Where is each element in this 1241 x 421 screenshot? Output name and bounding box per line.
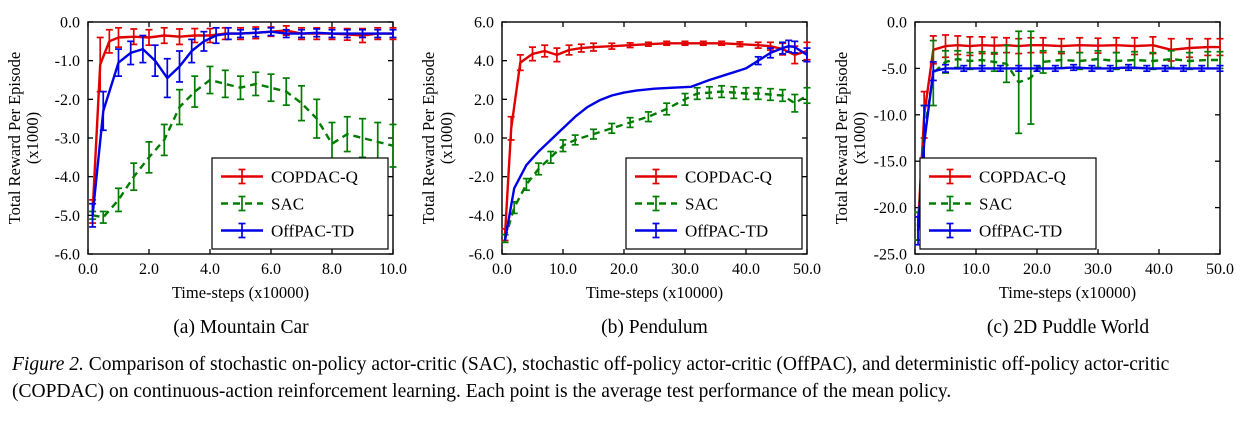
puddle-world-chart: 0.0 10.0 20.0 30.0 40.0 50.0 0.0 -5.0 -10.0 -15.0… — [832, 15, 1234, 303]
svg-text:-15.0: -15.0 — [874, 154, 907, 171]
svg-text:2.0: 2.0 — [474, 92, 494, 109]
svg-text:Total Reward Per Episode: Total Reward Per Episode — [5, 52, 24, 225]
svg-text:Total Reward Per Episode: Total Reward Per Episode — [832, 52, 851, 225]
pendulum-chart: 0.0 10.0 20.0 30.0 40.0 50.0 6.0 4.0 2.0 0.0 -2.0 -… — [419, 15, 821, 303]
svg-text:-4.0: -4.0 — [55, 169, 80, 186]
svg-text:0.0: 0.0 — [474, 131, 494, 148]
svg-text:(x1000): (x1000) — [850, 112, 869, 164]
svg-text:10.0: 10.0 — [962, 261, 990, 278]
svg-text:4.0: 4.0 — [200, 261, 220, 278]
svg-text:30.0: 30.0 — [671, 261, 699, 278]
svg-text:COPDAC-Q: COPDAC-Q — [685, 168, 772, 187]
svg-text:-5.0: -5.0 — [55, 208, 80, 225]
svg-text:-3.0: -3.0 — [55, 131, 80, 148]
panel-puddle-world: 0.0 10.0 20.0 30.0 40.0 50.0 0.0 -5.0 -10.0 -15.0… — [831, 12, 1237, 339]
svg-text:20.0: 20.0 — [610, 261, 638, 278]
svg-text:8.0: 8.0 — [322, 261, 342, 278]
svg-text:-25.0: -25.0 — [874, 247, 907, 264]
figure-2: 0.0 2.0 4.0 6.0 8.0 10.0 0.0 -1.0 -2.0 -3.0 -4.0 -5… — [2, 12, 1239, 404]
svg-text:40.0: 40.0 — [1145, 261, 1173, 278]
figure-caption-text: Comparison of stochastic on-policy actor… — [12, 354, 1170, 402]
figure-caption: Figure 2. Comparison of stochastic on-po… — [12, 352, 1227, 404]
svg-text:-6.0: -6.0 — [468, 247, 493, 264]
svg-text:6.0: 6.0 — [261, 261, 281, 278]
svg-text:-5.0: -5.0 — [882, 61, 907, 78]
svg-text:-2.0: -2.0 — [55, 92, 80, 109]
svg-text:-6.0: -6.0 — [55, 247, 80, 264]
svg-text:20.0: 20.0 — [1023, 261, 1051, 278]
panel-pendulum: 0.0 10.0 20.0 30.0 40.0 50.0 6.0 4.0 2.0 0.0 -2.0 -… — [418, 12, 824, 339]
svg-text:0.0: 0.0 — [78, 261, 98, 278]
svg-text:0.0: 0.0 — [905, 261, 925, 278]
subcaption-mountain-car: (a) Mountain Car — [173, 317, 309, 338]
svg-text:Time-steps (x10000): Time-steps (x10000) — [999, 283, 1136, 302]
svg-text:4.0: 4.0 — [474, 53, 494, 70]
svg-text:SAC: SAC — [979, 195, 1012, 214]
svg-text:30.0: 30.0 — [1084, 261, 1112, 278]
svg-text:OffPAC-TD: OffPAC-TD — [979, 222, 1062, 241]
subcaption-puddle-world: (c) 2D Puddle World — [986, 317, 1150, 338]
svg-text:COPDAC-Q: COPDAC-Q — [271, 168, 358, 187]
panel-mountain-car: 0.0 2.0 4.0 6.0 8.0 10.0 0.0 -1.0 -2.0 -3.0 -4.0 -5… — [4, 12, 410, 339]
svg-text:50.0: 50.0 — [1206, 261, 1234, 278]
svg-text:-20.0: -20.0 — [874, 200, 907, 217]
svg-text:10.0: 10.0 — [549, 261, 577, 278]
svg-text:0.0: 0.0 — [492, 261, 512, 278]
mountain-car-chart: 0.0 2.0 4.0 6.0 8.0 10.0 0.0 -1.0 -2.0 -3.0 -4.0 -5… — [5, 15, 407, 303]
svg-text:OffPAC-TD: OffPAC-TD — [685, 222, 768, 241]
svg-text:(x1000): (x1000) — [437, 112, 456, 164]
svg-text:SAC: SAC — [685, 195, 718, 214]
svg-text:-4.0: -4.0 — [468, 208, 493, 225]
svg-text:40.0: 40.0 — [732, 261, 760, 278]
svg-text:-1.0: -1.0 — [55, 53, 80, 70]
subcaption-pendulum: (b) Pendulum — [601, 317, 708, 338]
svg-text:COPDAC-Q: COPDAC-Q — [979, 168, 1066, 187]
figure-caption-label: Figure 2. — [12, 354, 84, 376]
svg-text:OffPAC-TD: OffPAC-TD — [271, 222, 354, 241]
svg-text:Time-steps (x10000): Time-steps (x10000) — [172, 283, 309, 302]
svg-text:10.0: 10.0 — [379, 261, 407, 278]
svg-text:Total Reward Per Episode: Total Reward Per Episode — [419, 52, 438, 225]
svg-text:2.0: 2.0 — [139, 261, 159, 278]
svg-text:6.0: 6.0 — [474, 15, 494, 32]
svg-text:Time-steps (x10000): Time-steps (x10000) — [585, 283, 722, 302]
svg-text:-10.0: -10.0 — [874, 107, 907, 124]
svg-text:(x1000): (x1000) — [23, 112, 42, 164]
svg-text:50.0: 50.0 — [793, 261, 821, 278]
charts-row: 0.0 2.0 4.0 6.0 8.0 10.0 0.0 -1.0 -2.0 -3.0 -4.0 -5… — [2, 12, 1239, 339]
svg-text:-2.0: -2.0 — [468, 169, 493, 186]
svg-text:SAC: SAC — [271, 195, 304, 214]
svg-text:0.0: 0.0 — [60, 15, 80, 32]
svg-text:0.0: 0.0 — [887, 15, 907, 32]
